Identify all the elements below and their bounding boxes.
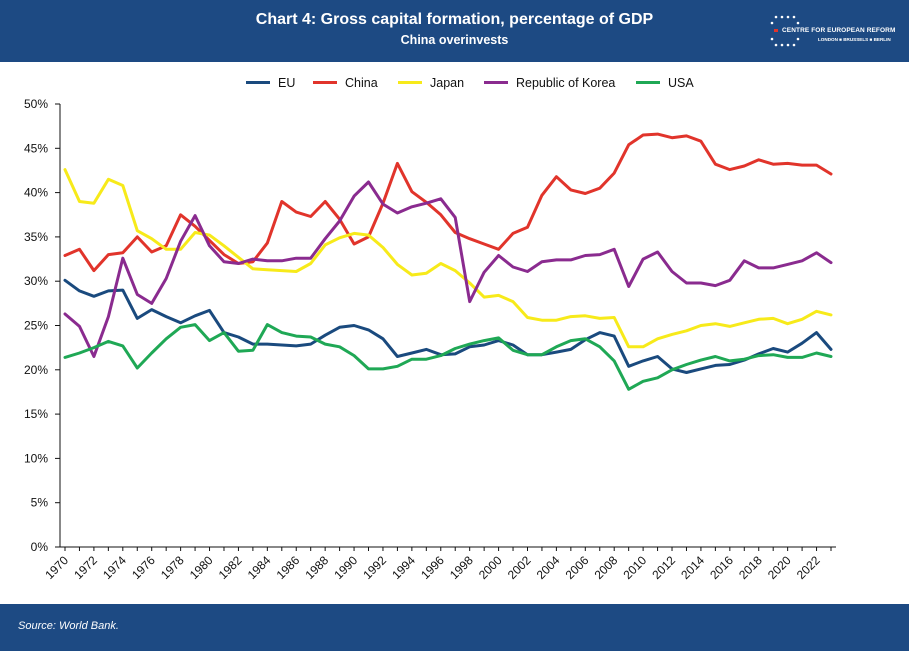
- y-tick-label: 25%: [24, 319, 48, 333]
- x-tick-label: 2008: [592, 553, 621, 582]
- series-line-japan: [63, 168, 833, 349]
- x-tick-label: 2014: [678, 553, 707, 582]
- footer-band: Source: World Bank.: [0, 604, 909, 651]
- x-tick-label: 2010: [620, 553, 649, 582]
- legend-item-eu: EU: [246, 76, 295, 90]
- series-line-china: [63, 132, 833, 273]
- legend-label-china: China: [345, 76, 378, 90]
- x-tick-label: 2000: [476, 553, 505, 582]
- x-tick-label: 1984: [245, 553, 274, 582]
- x-tick-label: 2012: [649, 553, 678, 582]
- chart-subtitle: China overinvests: [400, 33, 509, 47]
- y-tick-label: 5%: [31, 496, 49, 510]
- legend-label-usa: USA: [668, 76, 694, 90]
- header-band: Chart 4: Gross capital formation, percen…: [0, 0, 909, 62]
- x-tick-label: 1998: [447, 553, 476, 582]
- legend-label-korea: Republic of Korea: [516, 76, 616, 90]
- legend-swatch-eu: [246, 81, 270, 85]
- x-tick-label: 1976: [129, 553, 158, 582]
- x-tick-label: 2018: [736, 553, 765, 582]
- x-tick-label: 2022: [794, 553, 823, 582]
- x-tick-label: 1982: [216, 553, 245, 582]
- x-tick-label: 2016: [707, 553, 736, 582]
- y-tick-label: 50%: [24, 97, 48, 111]
- legend-swatch-china: [313, 81, 337, 85]
- logo-cities: LONDON ■ BRUSSELS ■ BERLIN: [818, 37, 891, 42]
- y-tick-label: 0%: [31, 540, 49, 554]
- y-tick-label: 20%: [24, 363, 48, 377]
- legend-label-eu: EU: [278, 76, 296, 90]
- x-tick-label: 1978: [158, 553, 187, 582]
- logo-name: CENTRE FOR EUROPEAN REFORM: [782, 27, 896, 34]
- x-tick-label: 2020: [765, 553, 794, 582]
- x-tick-label: 2002: [505, 553, 534, 582]
- legend-item-china: China: [313, 76, 378, 90]
- legend-label-japan: Japan: [430, 76, 465, 90]
- y-tick-label: 15%: [24, 407, 48, 421]
- x-tick-label: 1992: [360, 553, 389, 582]
- eu-stars-icon: [770, 15, 800, 47]
- x-tick-label: 1996: [418, 553, 447, 582]
- x-tick-label: 2006: [563, 553, 592, 582]
- line-chart: 0%5%10%15%20%25%30%35%40%45%50%1970 1972 1…: [24, 97, 836, 582]
- x-tick-label: 1990: [331, 553, 360, 582]
- chart-title: Chart 4: Gross capital formation, percen…: [255, 11, 654, 28]
- chart-legend: EU China Japan Republic of Korea USA: [0, 76, 909, 94]
- series-line-eu: [63, 278, 833, 374]
- y-tick-label: 30%: [24, 274, 48, 288]
- x-tick-label: 1980: [187, 553, 216, 582]
- legend-swatch-korea: [484, 81, 508, 85]
- x-tick-label: 2004: [534, 553, 563, 582]
- legend-item-japan: Japan: [398, 76, 464, 90]
- x-tick-label: 1986: [274, 553, 303, 582]
- x-tick-label: 1972: [71, 553, 100, 582]
- x-tick-label: 1970: [42, 553, 71, 582]
- legend-swatch-usa: [636, 81, 660, 85]
- y-tick-label: 35%: [24, 230, 48, 244]
- cer-logo: CENTRE FOR EUROPEAN REFORM LONDON ■ BRUS…: [768, 13, 895, 49]
- y-tick-label: 10%: [24, 451, 48, 465]
- y-tick-label: 40%: [24, 186, 48, 200]
- x-tick-label: 1974: [100, 553, 129, 582]
- series-line-usa: [63, 323, 833, 391]
- source-note: Source: World Bank.: [18, 620, 119, 632]
- legend-item-korea: Republic of Korea: [484, 76, 615, 90]
- y-tick-label: 45%: [24, 141, 48, 155]
- legend-item-usa: USA: [636, 76, 694, 90]
- x-tick-label: 1988: [302, 553, 331, 582]
- x-tick-label: 1994: [389, 553, 418, 582]
- legend-swatch-japan: [398, 81, 422, 85]
- series-line-republic-of-korea: [63, 180, 833, 358]
